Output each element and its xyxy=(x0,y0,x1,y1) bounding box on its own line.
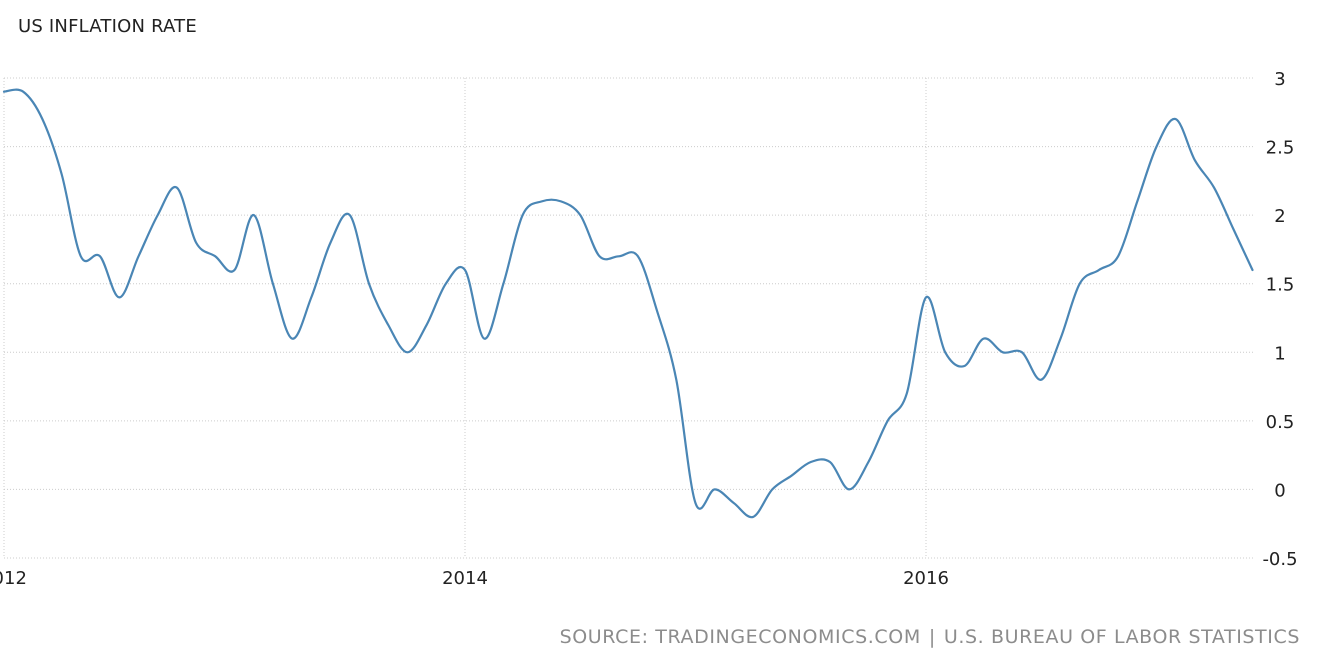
y-tick-label: 3 xyxy=(1274,69,1285,90)
x-axis-ticks: 2012 2014 2016 xyxy=(0,568,949,589)
grid-lines xyxy=(3,77,1255,559)
y-axis-ticks: 3 2.5 2 1.5 1 0.5 0 -0.5 xyxy=(1262,69,1297,570)
y-tick-label: 2 xyxy=(1274,206,1285,227)
x-tick-label: 2012 xyxy=(0,568,27,589)
x-tick-label: 2016 xyxy=(903,568,949,589)
y-tick-label: -0.5 xyxy=(1262,549,1297,570)
y-tick-label: 0.5 xyxy=(1266,412,1295,433)
y-tick-label: 1.5 xyxy=(1266,275,1295,296)
y-tick-label: 0 xyxy=(1274,480,1285,501)
source-prefix: SOURCE: TRADINGECONOMICS.COM xyxy=(559,626,921,648)
source-attribution: SOURCE: TRADINGECONOMICS.COM | U.S. BUREAU… xyxy=(560,626,1300,648)
y-tick-label: 1 xyxy=(1274,343,1285,364)
series-line xyxy=(2,88,1254,519)
x-tick-label: 2014 xyxy=(442,568,488,589)
source-suffix: U.S. BUREAU OF LABOR STATISTICS xyxy=(943,626,1300,648)
chart-title: US INFLATION RATE xyxy=(18,16,197,37)
source-separator: | xyxy=(928,626,936,648)
series-line-layer xyxy=(2,88,1254,519)
y-tick-label: 2.5 xyxy=(1266,138,1295,159)
